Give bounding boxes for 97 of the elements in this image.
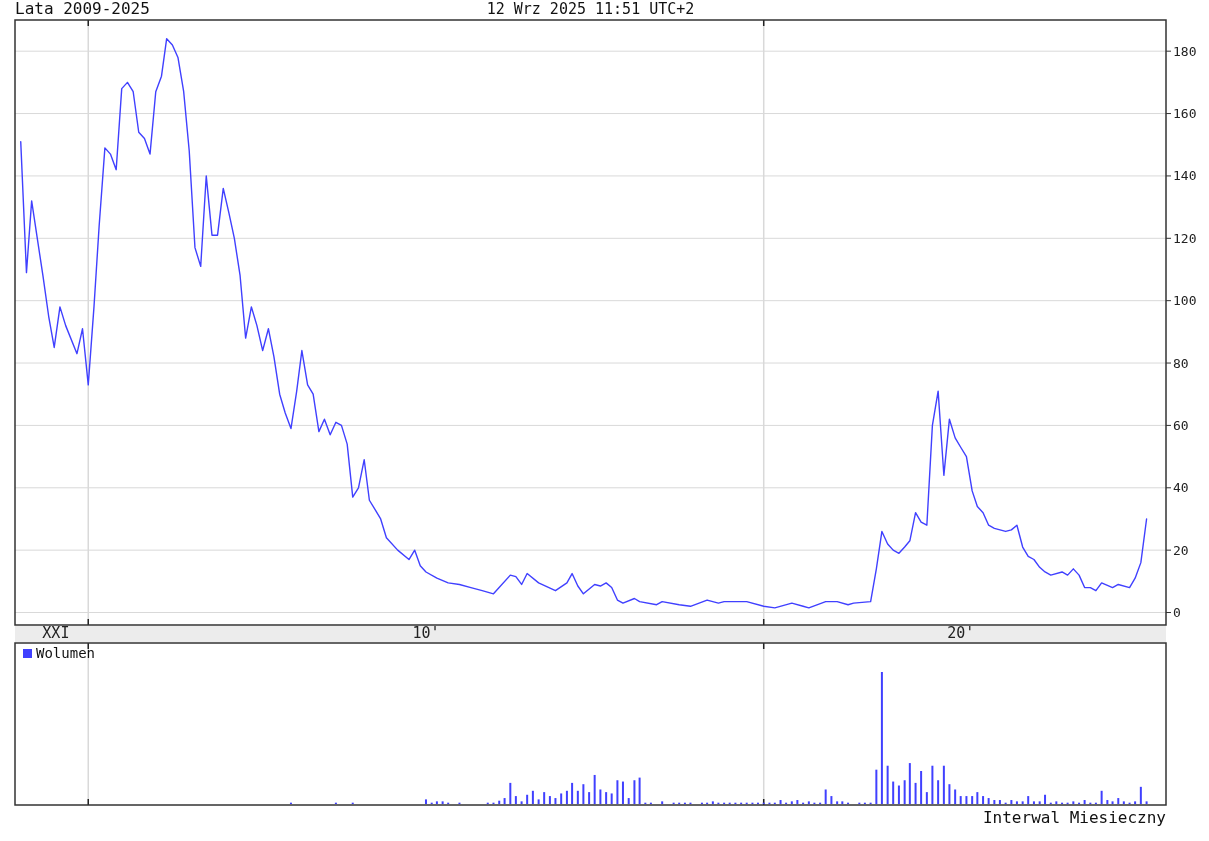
bar <box>976 792 979 804</box>
bar <box>925 792 928 804</box>
bar <box>875 769 878 804</box>
bar <box>998 800 1001 804</box>
bar <box>571 782 574 804</box>
bar <box>588 792 591 804</box>
bar <box>1106 800 1109 804</box>
bar <box>993 800 996 804</box>
bar <box>1083 800 1086 804</box>
bar <box>1134 801 1137 804</box>
y-tick-label: 0 <box>1173 605 1181 621</box>
bar <box>954 789 957 804</box>
bar <box>959 796 962 804</box>
bar <box>554 798 557 804</box>
y-tick-label: 180 <box>1173 43 1197 59</box>
bar <box>548 796 551 804</box>
bar <box>903 780 906 804</box>
bar <box>836 801 839 804</box>
bar <box>796 800 799 804</box>
bar <box>610 793 613 804</box>
bar <box>931 765 934 804</box>
bar <box>987 798 990 804</box>
bar <box>937 780 940 804</box>
legend-label: Wolumen <box>36 645 96 661</box>
bar <box>886 765 889 804</box>
bar <box>1117 798 1120 804</box>
bar <box>1072 801 1075 804</box>
bar <box>1032 801 1035 804</box>
bar <box>790 801 793 804</box>
bar <box>605 792 608 804</box>
bar <box>537 799 540 804</box>
y-tick-label: 60 <box>1173 417 1189 433</box>
bar <box>711 801 714 804</box>
bar <box>830 796 833 804</box>
bar <box>1027 796 1030 804</box>
bar <box>435 801 438 804</box>
bar <box>920 771 923 804</box>
bar <box>779 800 782 804</box>
bar <box>526 794 529 804</box>
y-tick-label: 100 <box>1173 293 1197 309</box>
bar <box>593 774 596 804</box>
x-tick-label: XXI <box>42 624 70 642</box>
bar <box>892 781 895 804</box>
bar <box>520 801 523 804</box>
bar <box>948 784 951 804</box>
bar <box>1010 800 1013 804</box>
bar <box>531 790 534 804</box>
chart-subtitle: 12 Wrz 2025 11:51 UTC+2 <box>486 0 695 18</box>
bar <box>503 798 506 804</box>
bar <box>621 781 624 804</box>
bar <box>633 780 636 804</box>
y-tick-label: 40 <box>1173 480 1189 496</box>
bar <box>942 765 945 804</box>
bar <box>1145 801 1148 804</box>
bar <box>560 793 563 804</box>
bar <box>514 796 517 804</box>
bar <box>880 672 883 804</box>
y-tick-label: 120 <box>1173 230 1197 246</box>
bar <box>807 801 810 804</box>
bar <box>1100 790 1103 804</box>
bar <box>616 780 619 804</box>
y-tick-label: 80 <box>1173 355 1189 371</box>
y-tick-label: 140 <box>1173 168 1197 184</box>
bar <box>897 785 900 804</box>
bar <box>565 790 568 804</box>
bar <box>441 801 444 804</box>
bar <box>424 799 427 804</box>
bar <box>1122 801 1125 804</box>
bar <box>1038 801 1041 804</box>
bar <box>582 784 585 804</box>
chart-title: Lata 2009-2025 <box>15 0 150 18</box>
bar <box>661 801 664 804</box>
bar <box>576 790 579 804</box>
line-series <box>20 38 1148 609</box>
bar <box>1139 786 1142 804</box>
x-tick-label: 20' <box>947 624 975 642</box>
bar <box>965 796 968 804</box>
bar <box>824 789 827 804</box>
bar <box>509 782 512 804</box>
bar <box>1044 794 1047 804</box>
bar <box>1015 801 1018 804</box>
bar <box>599 789 602 804</box>
bar <box>914 782 917 804</box>
bar <box>638 777 641 804</box>
bar <box>543 792 546 804</box>
y-tick-label: 20 <box>1173 542 1189 558</box>
bar <box>1111 801 1114 804</box>
x-tick-label: 10' <box>412 624 440 642</box>
bar <box>1021 801 1024 804</box>
bar <box>982 796 985 804</box>
bar <box>1055 801 1058 804</box>
bar <box>627 798 630 804</box>
bar <box>841 801 844 804</box>
y-tick-label: 160 <box>1173 106 1197 122</box>
bar <box>908 763 911 804</box>
bar <box>971 796 974 804</box>
text: Interwal Miesieczny <box>982 808 1167 827</box>
